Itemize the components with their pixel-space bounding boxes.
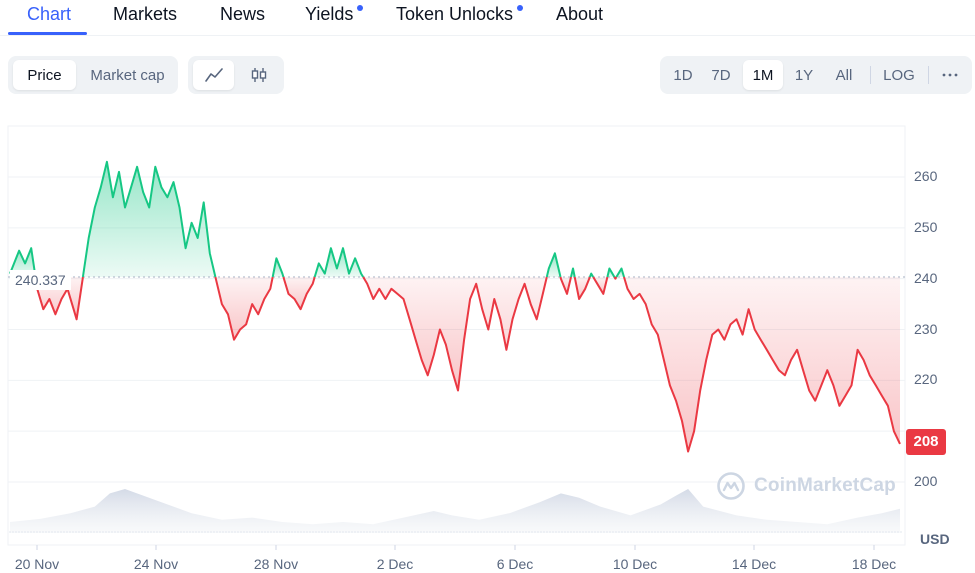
- up-line-segment: [9, 247, 37, 278]
- price-area-fill: [10, 161, 900, 452]
- down-area-segment: [624, 277, 900, 452]
- up-line-segment: [81, 160, 217, 278]
- down-line-segment: [282, 276, 316, 311]
- line-chart-icon: [204, 68, 223, 82]
- range-1y-button[interactable]: 1Y: [794, 66, 814, 84]
- x-tick-label: 20 Nov: [14, 556, 60, 572]
- price-line: [9, 160, 901, 453]
- line-chart-button[interactable]: [193, 60, 234, 90]
- coinmarketcap-watermark: CoinMarketCap: [716, 470, 896, 502]
- candlestick-chart-button[interactable]: [238, 60, 279, 90]
- y-tick-label-200: 200: [914, 473, 938, 489]
- up-line-segment: [545, 252, 562, 278]
- up-line-segment: [271, 257, 285, 278]
- y-tick-label-240: 240: [914, 269, 938, 286]
- baseline-price-label: 240.337: [10, 270, 71, 290]
- range-7d-button[interactable]: 7D: [711, 66, 731, 84]
- down-line-segment: [214, 276, 274, 341]
- coinmarketcap-logo-icon: [717, 472, 745, 500]
- down-area-segment: [560, 277, 571, 294]
- range-1d-button[interactable]: 1D: [673, 66, 693, 84]
- down-area-segment: [363, 277, 547, 391]
- up-area-segment: [82, 161, 216, 277]
- down-line-segment: [592, 276, 609, 295]
- watermark-text: CoinMarketCap: [754, 475, 896, 496]
- x-tick-label: 2 Dec: [376, 556, 414, 572]
- up-area-segment: [272, 258, 284, 277]
- tab-yields[interactable]: Yields: [305, 4, 354, 24]
- more-horizontal-icon: [942, 73, 958, 77]
- x-tick-label: 14 Dec: [731, 556, 777, 572]
- y-tick-label-220: 220: [914, 371, 938, 388]
- range-all-button[interactable]: All: [835, 66, 853, 84]
- up-line-segment: [588, 272, 595, 278]
- x-tick-label: 18 Dec: [851, 556, 897, 572]
- y-tick-label-230: 230: [914, 320, 938, 337]
- price-toggle-button[interactable]: Price: [13, 60, 76, 90]
- down-line-segment: [34, 276, 84, 321]
- x-tick-label: 6 Dec: [496, 556, 534, 572]
- down-line-segment: [623, 276, 901, 453]
- plot-border: [7, 125, 906, 546]
- currency-label: USD: [920, 531, 950, 547]
- chart-type-toggle: [188, 56, 284, 94]
- up-line-segment: [313, 247, 365, 278]
- down-area-segment: [283, 277, 315, 310]
- up-line-segment: [606, 267, 616, 278]
- tab-news[interactable]: News: [220, 4, 266, 24]
- time-range-toggle: 1D 7D 1M 1Y All LOG: [660, 56, 972, 94]
- tab-chart[interactable]: Chart: [27, 4, 72, 24]
- tab-token-unlocks-notification-dot: [517, 5, 523, 11]
- metric-toggle: Price Market cap: [8, 56, 178, 94]
- down-line-segment: [573, 276, 591, 300]
- current-price-badge: 208: [906, 429, 946, 455]
- up-area-segment: [546, 253, 561, 277]
- y-tick-label-260: 260: [914, 168, 938, 184]
- market-cap-toggle-button[interactable]: Market cap: [90, 66, 165, 84]
- up-line-segment: [570, 267, 576, 278]
- tab-yields-notification-dot: [357, 5, 363, 11]
- range-divider: [870, 66, 871, 84]
- log-divider: [928, 66, 929, 84]
- down-line-segment: [613, 276, 618, 280]
- down-line-segment: [362, 276, 548, 392]
- tab-bar: Chart Markets News Yields Token Unlocks …: [0, 0, 975, 36]
- x-tick-label: 24 Nov: [133, 556, 179, 572]
- volume-area: [9, 489, 902, 533]
- down-line-segment: [559, 276, 572, 295]
- tab-about[interactable]: About: [556, 4, 604, 24]
- range-1m-button[interactable]: 1M: [743, 60, 783, 90]
- log-scale-button[interactable]: LOG: [883, 66, 915, 84]
- more-options-button[interactable]: [934, 60, 966, 90]
- y-tick-label-250: 250: [914, 218, 938, 235]
- candlestick-icon: [251, 68, 266, 82]
- tab-token-unlocks[interactable]: Token Unlocks: [396, 4, 514, 24]
- tab-markets[interactable]: Markets: [113, 4, 178, 24]
- volume-area-shape: [10, 489, 900, 533]
- x-tick-label: 10 Dec: [612, 556, 658, 572]
- down-area-segment: [215, 277, 273, 340]
- chart-axes: [36, 545, 875, 550]
- active-tab-indicator: [8, 32, 87, 35]
- up-line-segment: [615, 267, 625, 278]
- x-tick-label: 28 Nov: [253, 556, 299, 572]
